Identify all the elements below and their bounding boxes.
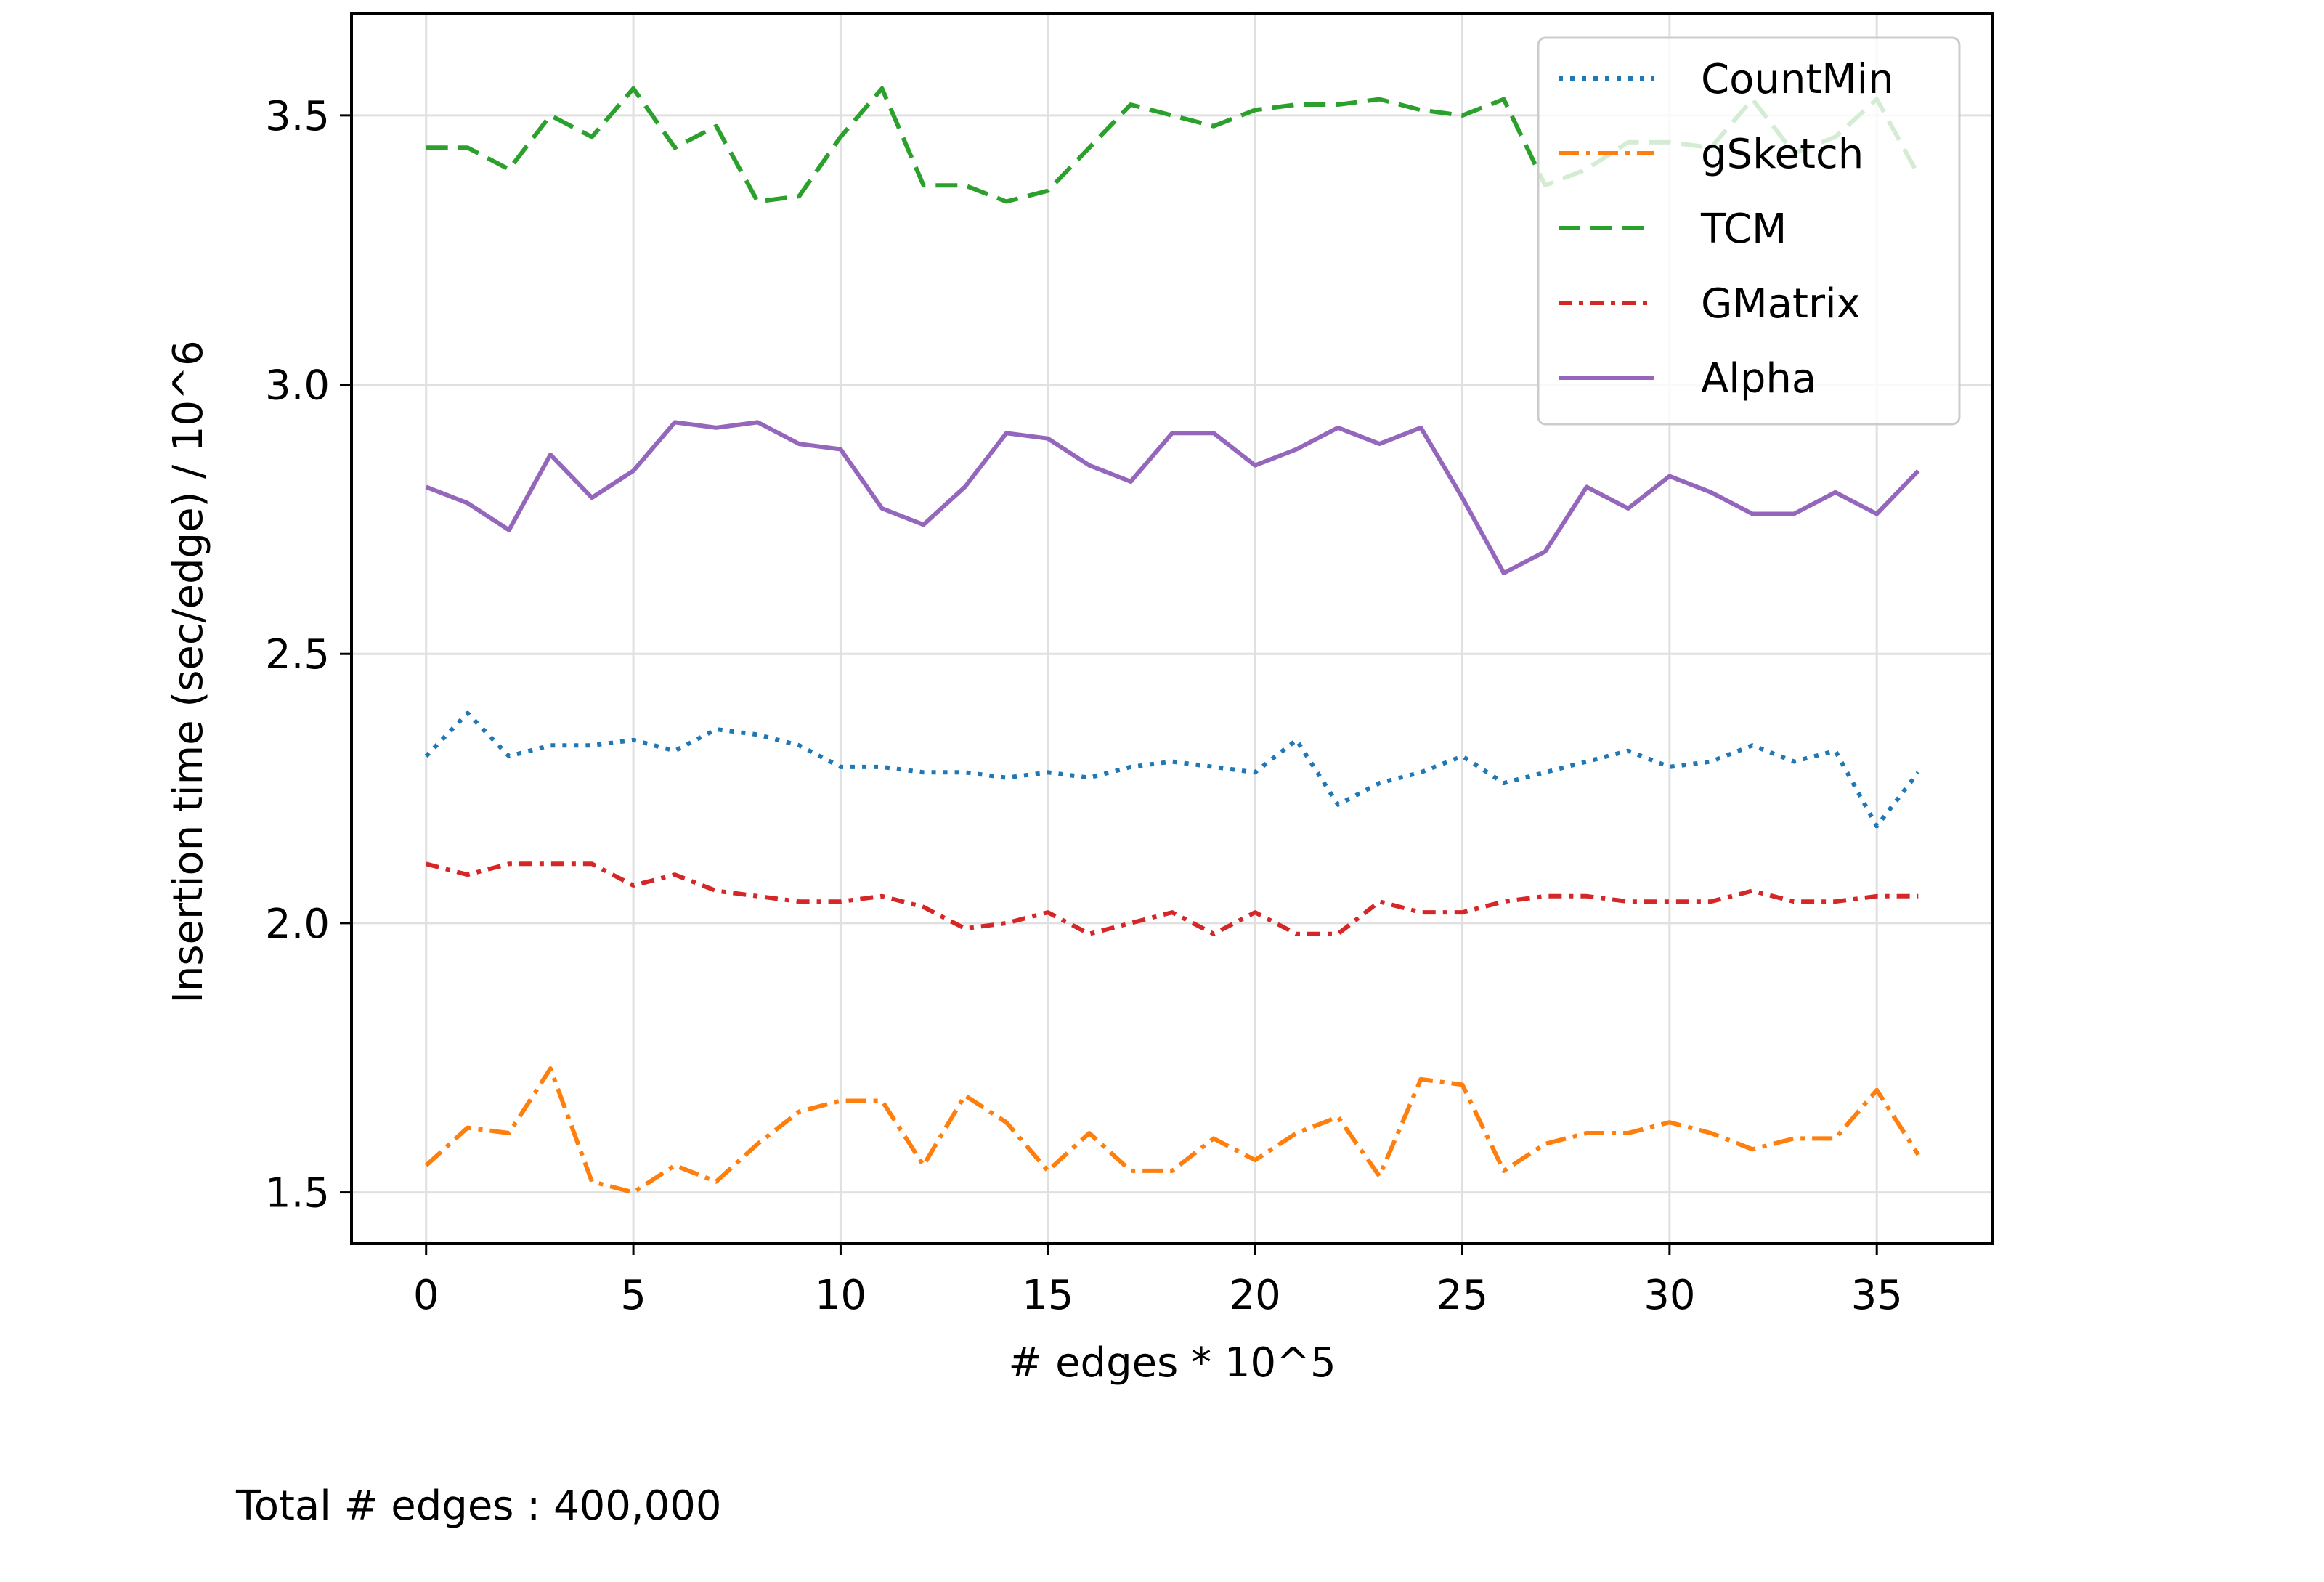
legend-label-countmin: CountMin — [1701, 56, 1894, 103]
x-axis-title: # edges * 10^5 — [1008, 1339, 1336, 1387]
x-tick-label: 25 — [1437, 1272, 1488, 1319]
footnote-total-edges: Total # edges : 400,000 — [235, 1482, 722, 1530]
y-axis-title: Insertion time (sec/edge) / 10^6 — [165, 340, 212, 1003]
legend-label-tcm: TCM — [1700, 206, 1787, 253]
legend: CountMin gSketch TCM GMatrix Alpha — [1537, 36, 1961, 426]
legend-label-gsketch: gSketch — [1701, 131, 1864, 178]
series-line-gsketch — [424, 1066, 1920, 1195]
series-line-gmatrix — [425, 861, 1919, 936]
x-tick-label: 20 — [1230, 1272, 1281, 1319]
y-tick-label: 3.5 — [265, 93, 330, 140]
x-tick-label: 0 — [413, 1272, 439, 1319]
series-line-countmin — [424, 710, 1920, 829]
x-tick-label: 5 — [620, 1272, 646, 1319]
legend-box — [1537, 36, 1961, 426]
x-tick-label: 10 — [815, 1272, 866, 1319]
y-tick-label: 3.0 — [265, 362, 330, 410]
legend-label-gmatrix: GMatrix — [1701, 280, 1861, 328]
x-tick-label: 15 — [1022, 1272, 1073, 1319]
series-line-alpha — [425, 420, 1920, 575]
y-tick-label: 2.5 — [265, 631, 330, 678]
axis-ticks: 0 5 10 15 20 25 30 35 1.5 2.0 2.5 3.0 3.5 — [265, 93, 1903, 1319]
y-tick-label: 1.5 — [265, 1170, 330, 1217]
x-tick-label: 30 — [1644, 1272, 1695, 1319]
y-tick-label: 2.0 — [265, 901, 330, 948]
plot-frame — [350, 12, 1994, 1245]
legend-label-alpha: Alpha — [1701, 355, 1816, 402]
x-tick-label: 35 — [1851, 1272, 1903, 1319]
